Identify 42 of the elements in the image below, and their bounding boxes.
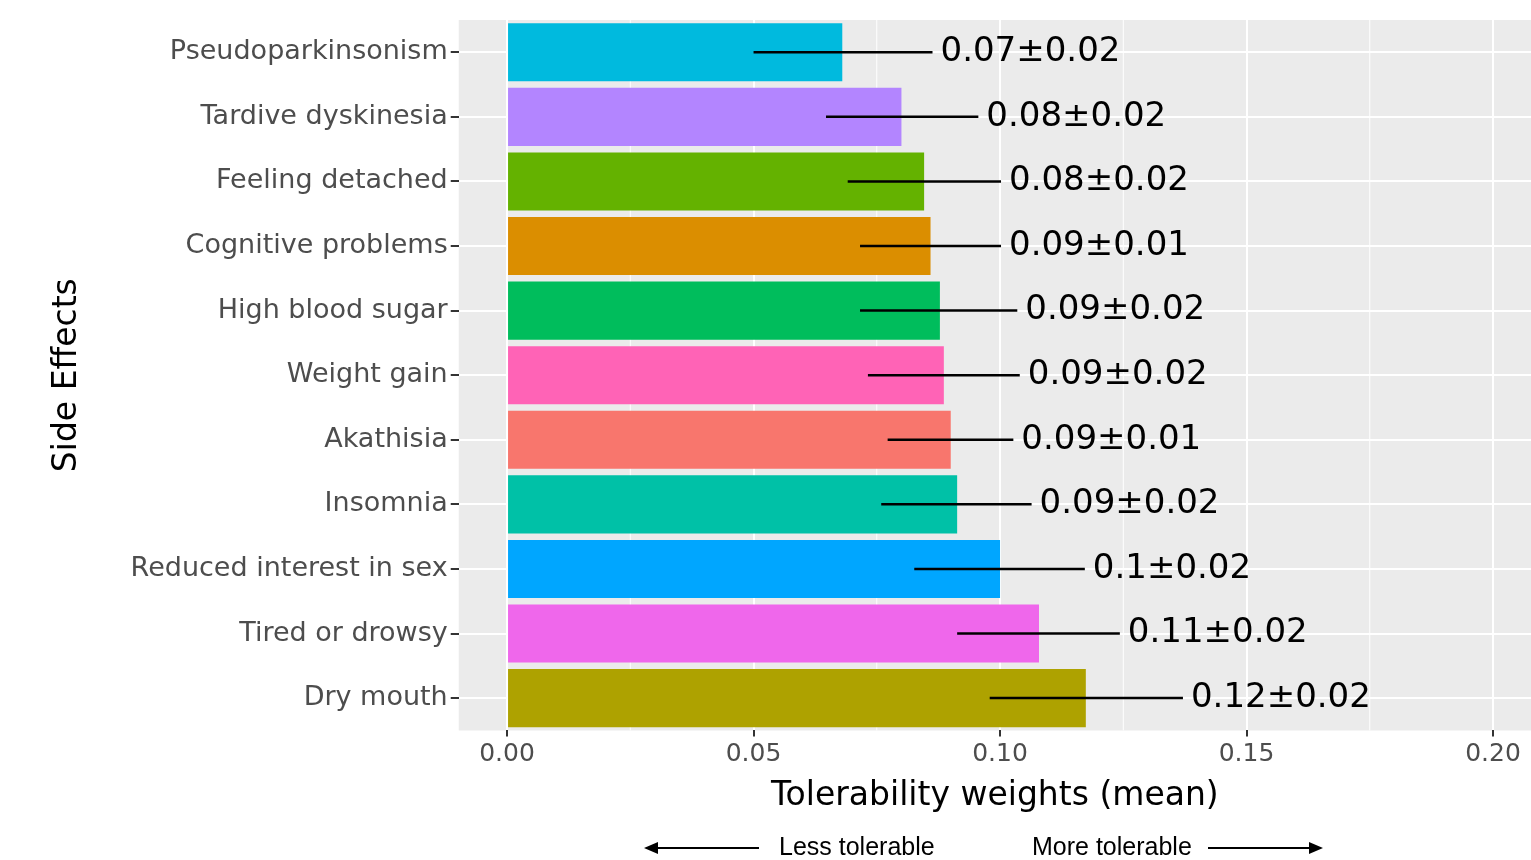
data-label: 0.08±0.02 (1009, 158, 1189, 199)
x-tick-label: 0.00 (479, 737, 535, 767)
bar (508, 669, 1086, 728)
bar (508, 539, 1001, 599)
x-tick-label: 0.05 (725, 737, 782, 767)
bar (508, 152, 925, 211)
data-label: 0.11±0.02 (1127, 610, 1308, 651)
y-tick-label: Insomnia (324, 486, 448, 518)
y-tick-label: Akathisia (324, 421, 448, 453)
y-tick-label: High blood sugar (217, 292, 449, 324)
y-tick-label: Cognitive problems (185, 228, 448, 260)
y-tick-label: Reduced interest in sex (130, 550, 448, 582)
x-tick-label: 0.20 (1465, 737, 1521, 767)
data-label: 0.09±0.02 (1025, 287, 1206, 328)
y-axis-title: Side Effects (45, 278, 85, 473)
x-tick-label: 0.10 (972, 737, 1028, 767)
y-tick-label: Dry mouth (303, 680, 448, 712)
bar (508, 475, 958, 534)
data-label: 0.09±0.02 (1039, 481, 1220, 522)
bar (508, 604, 1039, 663)
bar (508, 23, 843, 82)
x-tick-label: 0.15 (1218, 737, 1275, 767)
y-tick-label: Feeling detached (216, 163, 448, 195)
bar (508, 410, 951, 469)
bar (508, 346, 944, 405)
data-label: 0.12±0.02 (1190, 674, 1371, 715)
y-tick-label: Tired or drowsy (238, 615, 448, 647)
bar (508, 87, 902, 146)
data-label: 0.09±0.01 (1021, 416, 1202, 457)
text: More tolerable (1032, 831, 1192, 860)
data-label: 0.09±0.01 (1009, 222, 1189, 263)
bar (508, 281, 940, 340)
data-label: 0.08±0.02 (986, 93, 1167, 134)
y-tick-label: Weight gain (286, 357, 448, 389)
x-axis-title: Tolerability weights (mean) (770, 773, 1219, 813)
y-tick-label: Tardive dyskinesia (199, 98, 448, 130)
data-label: 0.1±0.02 (1092, 545, 1252, 586)
data-label: 0.09±0.02 (1027, 352, 1208, 393)
data-label: 0.07±0.02 (940, 29, 1121, 70)
text: Less tolerable (779, 831, 935, 860)
y-tick-label: Pseudoparkinsonism (169, 34, 448, 66)
bar (508, 216, 931, 276)
